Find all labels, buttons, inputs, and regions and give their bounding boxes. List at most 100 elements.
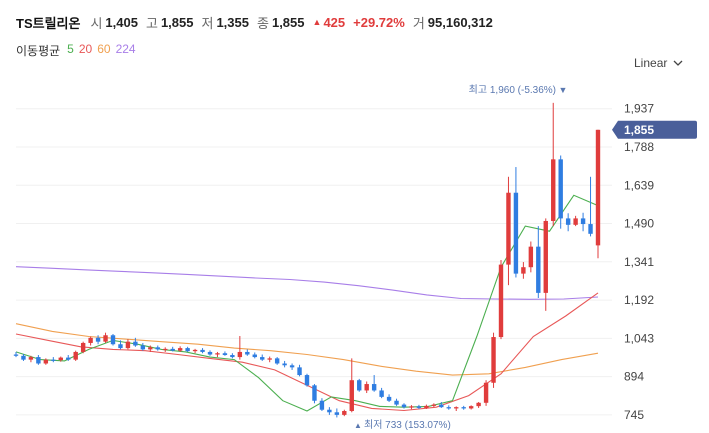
candlestick[interactable]: [66, 355, 71, 361]
candlestick[interactable]: [483, 380, 489, 406]
candle-body: [498, 264, 504, 338]
candlestick[interactable]: [401, 403, 407, 409]
candlestick[interactable]: [573, 215, 578, 227]
candlestick[interactable]: [371, 375, 377, 392]
candlestick[interactable]: [379, 387, 384, 399]
candlestick[interactable]: [177, 346, 183, 352]
candlestick[interactable]: [543, 218, 548, 311]
candlestick[interactable]: [73, 350, 78, 361]
candle-body: [342, 411, 347, 415]
candle-body: [558, 159, 563, 219]
candlestick[interactable]: [282, 360, 287, 368]
candlestick[interactable]: [312, 384, 317, 404]
candlestick[interactable]: [409, 405, 414, 410]
candlestick[interactable]: [565, 213, 571, 232]
candlestick[interactable]: [274, 357, 280, 365]
candlestick[interactable]: [468, 405, 474, 410]
candlestick[interactable]: [528, 241, 534, 273]
candlestick[interactable]: [140, 342, 146, 351]
candlestick[interactable]: [222, 351, 228, 356]
candlestick[interactable]: [588, 176, 593, 237]
candlestick[interactable]: [88, 336, 93, 346]
candlestick[interactable]: [357, 378, 362, 392]
candle-body: [371, 384, 377, 391]
candlestick[interactable]: [36, 355, 41, 365]
candlestick[interactable]: [215, 351, 220, 358]
current-price-badge-shape: [612, 120, 697, 139]
candlestick[interactable]: [476, 402, 481, 408]
candle-body: [319, 400, 325, 410]
candlestick[interactable]: [364, 381, 369, 394]
candle-body: [274, 358, 280, 364]
candlestick[interactable]: [513, 167, 519, 278]
candlestick[interactable]: [536, 226, 541, 299]
candlestick[interactable]: [28, 355, 34, 363]
ma-60-label[interactable]: 60: [97, 42, 111, 56]
candlestick[interactable]: [304, 373, 310, 387]
ma-20-label[interactable]: 20: [78, 42, 93, 56]
candlestick[interactable]: [13, 351, 19, 358]
candlestick[interactable]: [110, 333, 116, 346]
candlestick[interactable]: [58, 356, 63, 362]
candlestick[interactable]: [170, 346, 175, 352]
candlestick[interactable]: [80, 341, 86, 354]
candlestick[interactable]: [51, 357, 56, 363]
candlestick[interactable]: [207, 350, 213, 356]
candlestick[interactable]: [342, 409, 347, 417]
candle-body: [357, 380, 362, 391]
candlestick[interactable]: [349, 358, 354, 413]
candlestick[interactable]: [267, 356, 272, 363]
candlestick[interactable]: [446, 405, 451, 410]
candlestick[interactable]: [192, 348, 198, 354]
candlestick[interactable]: [461, 405, 466, 410]
candlestick[interactable]: [260, 354, 265, 361]
candlestick[interactable]: [43, 358, 49, 365]
candle-body: [506, 192, 511, 265]
candlestick[interactable]: [133, 337, 138, 347]
candlestick[interactable]: [498, 260, 504, 340]
ma-20-line: [15, 292, 599, 412]
candlestick[interactable]: [103, 332, 108, 343]
ma-5-label[interactable]: 5: [67, 42, 74, 56]
candlestick[interactable]: [506, 176, 511, 286]
candlestick[interactable]: [521, 262, 526, 279]
candle-body: [192, 349, 198, 352]
candlestick[interactable]: [289, 363, 295, 370]
candlestick[interactable]: [491, 332, 496, 388]
candlestick[interactable]: [454, 406, 459, 412]
candlestick[interactable]: [245, 349, 250, 356]
candlestick[interactable]: [163, 347, 168, 352]
candlestick[interactable]: [125, 339, 131, 350]
candle-body: [416, 406, 422, 408]
candlestick[interactable]: [118, 340, 123, 350]
candle-body: [454, 407, 459, 409]
scale-selector[interactable]: Linear: [634, 56, 683, 70]
candlestick[interactable]: [431, 403, 437, 408]
candlestick[interactable]: [237, 336, 243, 360]
candlestick[interactable]: [148, 345, 153, 352]
candlestick[interactable]: [558, 155, 563, 229]
candle-body: [461, 407, 466, 409]
ma-224-label[interactable]: 224: [115, 42, 136, 56]
candlestick[interactable]: [230, 353, 235, 359]
candlestick[interactable]: [386, 394, 392, 403]
candlestick[interactable]: [297, 364, 302, 377]
candlestick[interactable]: [424, 404, 429, 409]
candlestick[interactable]: [334, 408, 340, 418]
candlestick[interactable]: [252, 352, 257, 359]
candlestick[interactable]: [327, 407, 332, 415]
candlestick[interactable]: [551, 102, 556, 227]
candlestick[interactable]: [155, 345, 160, 351]
candlestick[interactable]: [21, 354, 26, 361]
candle-body: [267, 358, 272, 360]
candlestick[interactable]: [394, 398, 399, 406]
candlestick[interactable]: [580, 212, 586, 232]
candlestick[interactable]: [185, 346, 190, 352]
candlestick[interactable]: [319, 398, 325, 412]
candlestick[interactable]: [416, 404, 422, 409]
candlestick[interactable]: [200, 348, 205, 354]
candlestick[interactable]: [595, 129, 601, 259]
candlestick[interactable]: [439, 402, 444, 408]
candlestick[interactable]: [95, 335, 101, 345]
